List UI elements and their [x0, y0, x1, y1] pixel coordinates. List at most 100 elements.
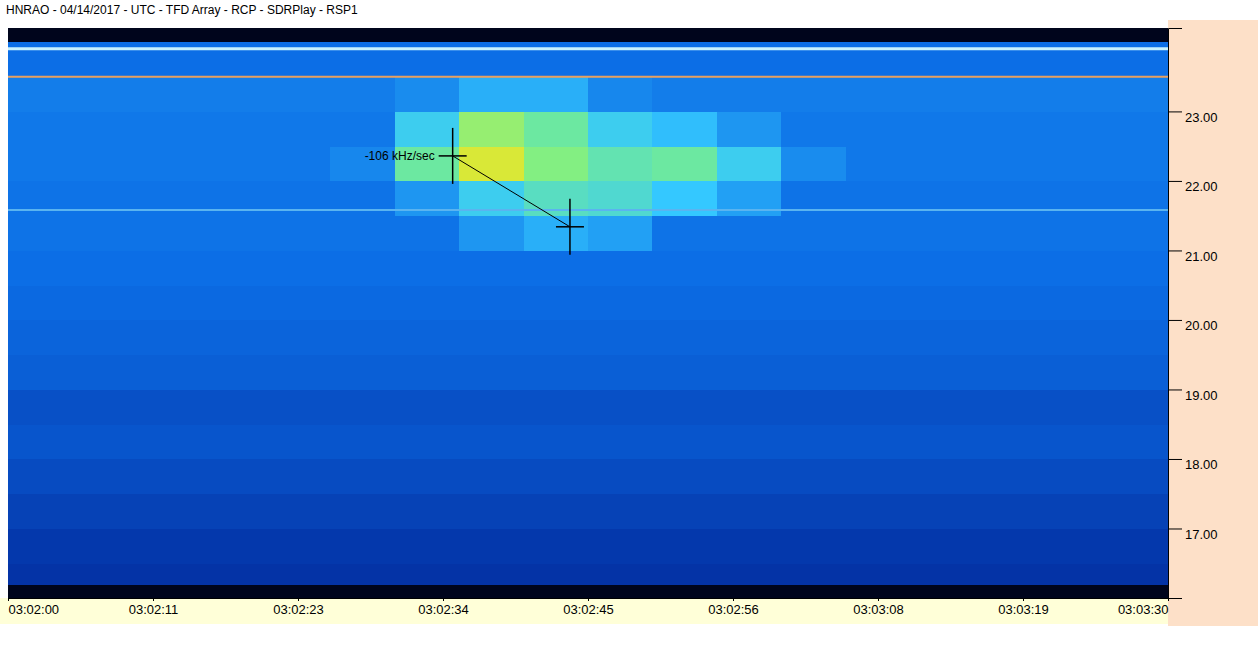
heat-cell	[201, 563, 266, 584]
heat-cell	[137, 528, 202, 563]
heat-cell	[459, 111, 524, 146]
heat-cell	[72, 355, 137, 390]
heat-cell	[524, 320, 589, 355]
heat-cell	[781, 459, 846, 494]
heat-cell	[717, 250, 782, 285]
heat-cell	[395, 77, 460, 112]
heat-cell	[588, 28, 653, 42]
y-axis: 17.0018.0019.0020.0021.0022.0023.00	[1168, 29, 1218, 599]
heat-cell	[781, 216, 846, 251]
heat-cell	[72, 285, 137, 320]
heat-cell	[1104, 146, 1168, 181]
heat-cell	[846, 28, 911, 42]
heat-cell	[846, 42, 911, 77]
axis-line	[9, 599, 1169, 602]
heat-cell	[201, 285, 266, 320]
x-axis-panel	[0, 598, 1168, 624]
x-tick: 03:02:23	[273, 598, 324, 617]
heat-cell	[910, 494, 975, 529]
heat-cell	[8, 389, 73, 424]
heat-cell	[781, 146, 846, 181]
heat-cell	[524, 285, 589, 320]
heat-cell	[459, 355, 524, 390]
heat-cell	[459, 146, 524, 181]
heat-cell	[266, 77, 331, 112]
heat-cell	[1104, 424, 1168, 459]
heat-cell	[846, 77, 911, 112]
heat-cell	[717, 355, 782, 390]
heat-cell	[201, 216, 266, 251]
heat-cell	[588, 584, 653, 598]
x-tick: 03:02:34	[418, 598, 469, 617]
heat-cell	[524, 494, 589, 529]
heat-cell	[975, 320, 1040, 355]
tick-label: 03:02:45	[563, 602, 614, 617]
heat-cell	[137, 494, 202, 529]
tick-mark	[1023, 598, 1024, 601]
heat-cell	[395, 111, 460, 146]
heat-cell	[8, 424, 73, 459]
heat-cell	[266, 42, 331, 77]
heat-cell	[910, 320, 975, 355]
heat-cell	[1039, 584, 1104, 598]
crosshair	[556, 199, 584, 255]
heat-cell	[201, 459, 266, 494]
heat-cell	[588, 528, 653, 563]
y-tick: 17.00	[1168, 527, 1218, 542]
heat-cell	[1039, 320, 1104, 355]
heat-cell	[588, 355, 653, 390]
heat-cell	[524, 111, 589, 146]
chart: 17.0018.0019.0020.0021.0022.0023.00 03:02…	[0, 0, 1258, 646]
heat-cell	[137, 320, 202, 355]
heat-cell	[137, 111, 202, 146]
heat-cell	[8, 320, 73, 355]
heat-cell	[1104, 563, 1168, 584]
heat-cell	[137, 563, 202, 584]
heat-cell	[395, 494, 460, 529]
tick-mark	[153, 598, 154, 601]
heat-cell	[910, 111, 975, 146]
tick-label: 03:02:23	[273, 602, 324, 617]
heat-cell	[1039, 389, 1104, 424]
x-tick: 03:02:00	[9, 598, 60, 617]
heat-cell	[717, 563, 782, 584]
heat-cell	[395, 528, 460, 563]
heat-cell	[395, 320, 460, 355]
crosshair-v	[452, 128, 454, 184]
tick-label: 03:02:34	[418, 602, 469, 617]
heat-cell	[1039, 28, 1104, 42]
heat-cell	[72, 28, 137, 42]
heat-cell	[266, 424, 331, 459]
tick-mark	[1168, 598, 1169, 601]
heat-cell	[652, 584, 717, 598]
heat-cell	[652, 424, 717, 459]
heat-cell	[781, 563, 846, 584]
signal-line	[8, 47, 1168, 50]
heat-cell	[781, 77, 846, 112]
heat-cell	[524, 563, 589, 584]
heat-cell	[781, 28, 846, 42]
heat-cell	[781, 494, 846, 529]
heat-cell	[201, 355, 266, 390]
heat-cell	[459, 459, 524, 494]
heat-cell	[975, 285, 1040, 320]
heat-cell	[459, 389, 524, 424]
heat-cell	[72, 584, 137, 598]
heat-cell	[846, 355, 911, 390]
heat-cell	[652, 355, 717, 390]
heat-cell	[201, 250, 266, 285]
heat-cell	[459, 77, 524, 112]
heat-cell	[717, 77, 782, 112]
y-axis-panel	[1168, 20, 1258, 626]
tick-label: 03:03:08	[853, 602, 904, 617]
heat-cell	[266, 111, 331, 146]
heat-cell	[717, 528, 782, 563]
heat-cell	[717, 285, 782, 320]
heat-cell	[781, 285, 846, 320]
heat-cell	[395, 584, 460, 598]
heat-cell	[330, 42, 395, 77]
heat-cell	[201, 111, 266, 146]
heat-cell	[717, 42, 782, 77]
heat-cell	[395, 389, 460, 424]
heat-cell	[975, 528, 1040, 563]
